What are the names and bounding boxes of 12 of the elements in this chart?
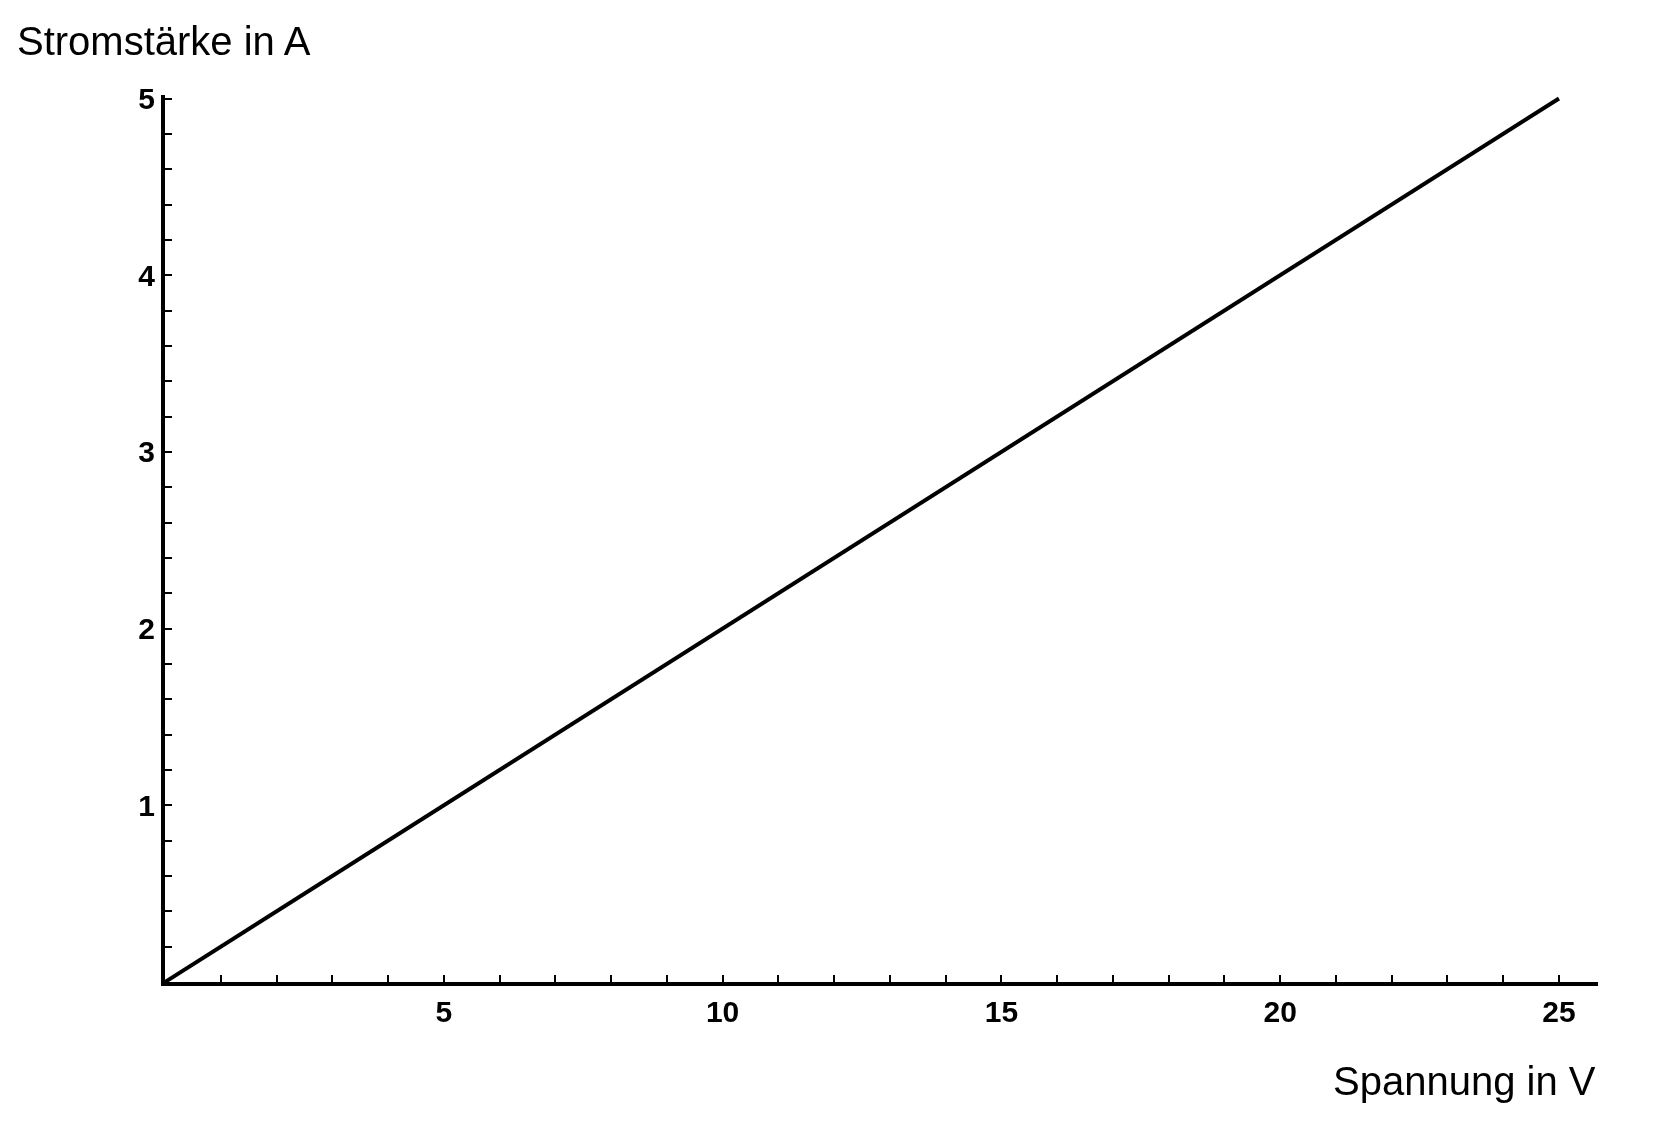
x-tick-label: 15 (984, 995, 1019, 1028)
y-tick-label: 4 (138, 258, 156, 292)
x-axis-title: Spannung in V (1333, 1059, 1596, 1103)
x-tick-label: 10 (705, 995, 740, 1028)
x-tick-label: 20 (1263, 995, 1297, 1028)
y-tick-label: 1 (138, 788, 155, 822)
y-tick-label: 2 (138, 612, 155, 646)
y-tick-label: 3 (138, 435, 155, 469)
y-tick-label: 5 (138, 82, 155, 116)
x-tick-label: 5 (435, 995, 453, 1028)
x-tick-label: 25 (1542, 995, 1576, 1028)
y-axis-title: Stromstärke in A (17, 19, 311, 63)
